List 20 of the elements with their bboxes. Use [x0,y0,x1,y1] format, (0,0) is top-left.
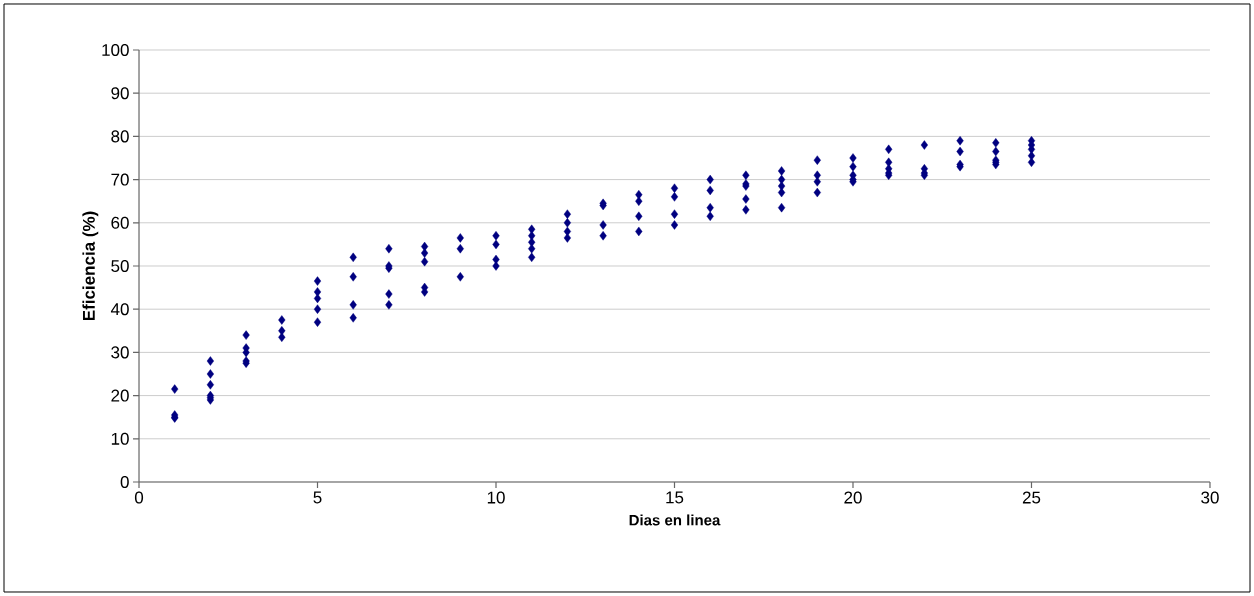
y-tick-label: 100 [102,43,129,57]
y-tick-label: 50 [111,259,129,273]
y-tick-label: 30 [111,346,129,359]
x-tick-label: 20 [844,491,862,504]
x-tick-label: 10 [487,491,505,504]
y-tick-label: 40 [110,303,129,316]
y-tick-label: 80 [111,130,129,143]
y-tick-label: 20 [111,389,129,402]
y-tick-label: 70 [111,173,129,186]
y-tick-label: 0 [120,475,129,489]
y-tick-label: 90 [111,87,129,100]
x-tick-label: 15 [666,491,684,504]
y-axis-title: Eficiencia (%) [82,211,99,321]
x-axis-title: Dias en linea [629,514,721,526]
x-tick-label: 25 [1022,491,1041,504]
x-tick-label: 5 [313,491,322,504]
y-tick-label: 60 [111,216,129,229]
y-tick-label: 10 [111,432,129,445]
x-tick-label: 30 [1201,491,1219,504]
x-tick-label: 0 [134,491,144,504]
